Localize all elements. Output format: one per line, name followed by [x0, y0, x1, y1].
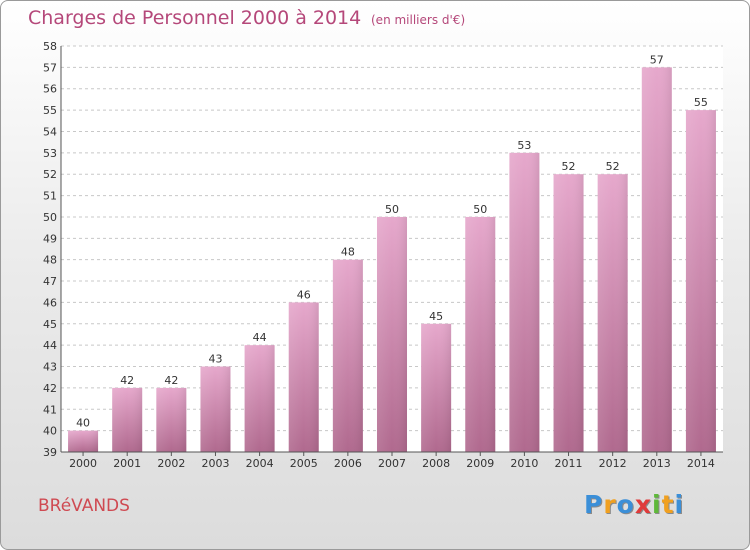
- bar-shade: [112, 387, 143, 452]
- x-tick-label: 2013: [643, 457, 671, 470]
- x-tick-label: 2003: [201, 457, 229, 470]
- y-tick-label: 56: [43, 83, 57, 96]
- y-tick-label: 45: [43, 318, 57, 331]
- y-tick-label: 46: [43, 296, 57, 309]
- commune-name: BRéVANDS: [38, 496, 130, 516]
- x-tick-label: 2004: [246, 457, 274, 470]
- y-tick-label: 55: [43, 104, 57, 117]
- y-tick-label: 42: [43, 382, 57, 395]
- bar-value-label: 40: [76, 417, 90, 430]
- y-tick-label: 51: [43, 190, 57, 203]
- x-tick-label: 2001: [113, 457, 141, 470]
- y-tick-label: 39: [43, 446, 57, 459]
- bar-shade: [641, 67, 672, 453]
- x-tick-label: 2010: [510, 457, 538, 470]
- x-tick-label: 2009: [466, 457, 494, 470]
- bar-shade: [421, 323, 452, 452]
- bar-shade: [597, 174, 628, 453]
- logo-letter: r: [603, 490, 617, 519]
- y-tick-label: 54: [43, 125, 57, 138]
- y-tick-label: 44: [43, 339, 57, 352]
- bar-value-label: 43: [208, 353, 222, 366]
- x-tick-label: 2011: [555, 457, 583, 470]
- bar-value-label: 57: [650, 53, 664, 66]
- bar-value-label: 48: [341, 246, 355, 259]
- chart-subtitle: (en milliers d'€): [371, 13, 466, 27]
- bar-value-label: 52: [606, 160, 620, 173]
- bar-value-label: 42: [164, 374, 178, 387]
- x-tick-label: 2006: [334, 457, 362, 470]
- bar-shade: [332, 259, 363, 452]
- bar-shade: [509, 152, 540, 452]
- y-tick-label: 58: [43, 40, 57, 53]
- y-tick-label: 40: [43, 425, 57, 438]
- logo-letter: t: [661, 490, 675, 519]
- bar-shade: [288, 302, 319, 452]
- bar-shade: [465, 216, 496, 452]
- bar-shade: [553, 174, 584, 453]
- bar-shade: [200, 366, 231, 452]
- bar-value-label: 46: [297, 288, 311, 301]
- bars: 40 42 42 43 44 46 48 50 45 50 53 52 52 57 55: [68, 53, 716, 453]
- x-tick-label: 2008: [422, 457, 450, 470]
- y-tick-label: 43: [43, 361, 57, 374]
- logo-letter: i: [652, 490, 662, 519]
- x-tick-label: 2012: [599, 457, 627, 470]
- bar-value-label: 45: [429, 310, 443, 323]
- chart-title: Charges de Personnel 2000 à 2014: [28, 7, 362, 29]
- x-tick-label: 2000: [69, 457, 97, 470]
- bar-value-label: 44: [253, 331, 267, 344]
- bar-value-label: 50: [473, 203, 487, 216]
- bar-value-label: 42: [120, 374, 134, 387]
- bar-value-label: 50: [385, 203, 399, 216]
- y-tick-label: 41: [43, 403, 57, 416]
- bar-value-label: 53: [517, 139, 531, 152]
- x-tick-label: 2007: [378, 457, 406, 470]
- bar-shade: [244, 345, 275, 452]
- logo-letter: x: [634, 490, 652, 519]
- x-tick-label: 2002: [157, 457, 185, 470]
- bar-shade: [376, 216, 408, 452]
- bar-shade: [685, 110, 716, 453]
- y-tick-label: 53: [43, 147, 57, 160]
- axes: 39 40 41 42 43 44 45 46 47 48 49 50 51 52 53 54 55 56 57 58…: [43, 40, 723, 470]
- y-tick-label: 52: [43, 168, 57, 181]
- y-tick-label: 47: [43, 275, 57, 288]
- logo-letter: i: [674, 490, 685, 519]
- logo-letter: o: [616, 490, 635, 519]
- y-tick-label: 57: [43, 61, 57, 74]
- logo-letter: P: [584, 490, 604, 519]
- x-tick-label: 2014: [687, 457, 715, 470]
- bar-shade: [156, 387, 187, 452]
- x-tick-label: 2005: [290, 457, 318, 470]
- bar-value-label: 55: [694, 96, 708, 109]
- proxiti-logo: Proxiti: [584, 490, 684, 519]
- y-tick-label: 48: [43, 254, 57, 267]
- y-tick-label: 50: [43, 211, 57, 224]
- y-tick-label: 49: [43, 232, 57, 245]
- bar-value-label: 52: [562, 160, 576, 173]
- bar-shade: [68, 430, 99, 452]
